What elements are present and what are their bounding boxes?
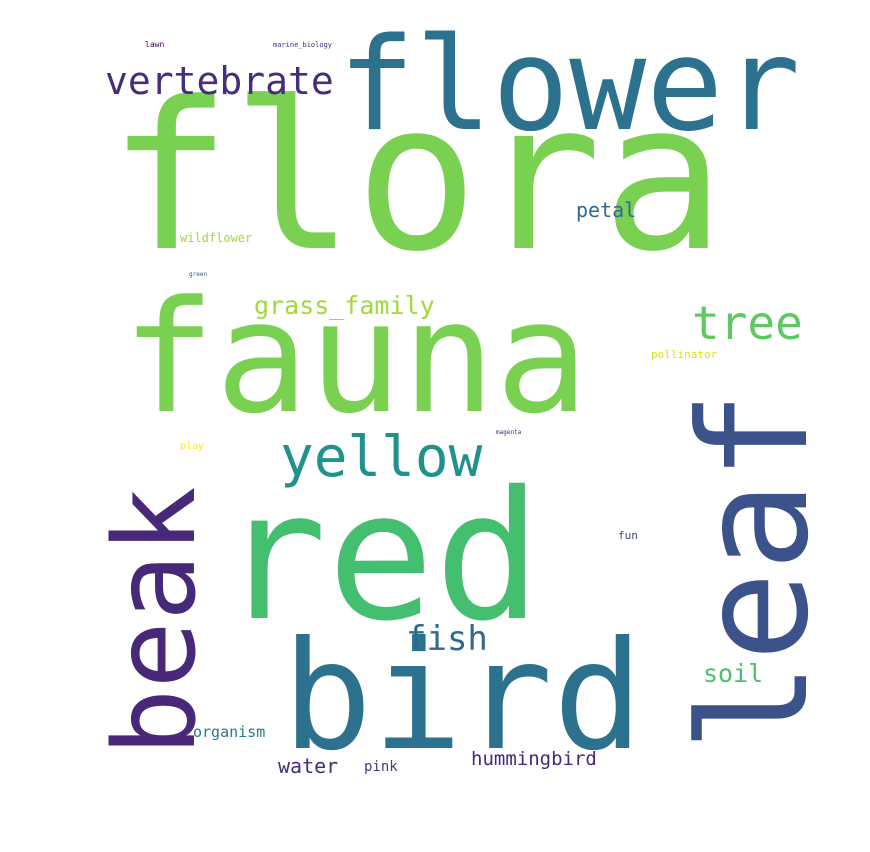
word-green: green — [189, 271, 208, 278]
word-magenta: magenta — [496, 429, 522, 436]
word-pollinator: pollinator — [651, 348, 718, 361]
word-red: red — [220, 453, 542, 660]
word-yellow: yellow — [280, 425, 483, 490]
word-fish: fish — [406, 619, 488, 659]
word-flower: flower — [338, 11, 801, 160]
word-pink: pink — [364, 759, 398, 775]
word-vertebrate: vertebrate — [105, 59, 334, 103]
word-play: play — [180, 441, 205, 452]
word-flora: flora — [108, 59, 726, 297]
word-hummingbird: hummingbird — [471, 748, 597, 770]
word-wildflower: wildflower — [180, 231, 253, 245]
word-lawn: lawn — [145, 40, 165, 49]
word-beak: beak — [91, 486, 221, 756]
word-fauna: fauna — [122, 267, 589, 448]
word-water: water — [278, 754, 339, 778]
word-grass-family: grass_family — [254, 291, 435, 320]
word-leaf: leaf — [668, 390, 842, 752]
word-soil: soil — [703, 659, 764, 688]
word-tree: tree — [692, 296, 803, 350]
word-marine-biology: marine_biology — [273, 41, 333, 49]
word-organism: organism — [193, 723, 266, 741]
word-bird: bird — [282, 610, 644, 784]
word-petal: petal — [576, 198, 637, 222]
word-fun: fun — [618, 529, 638, 542]
